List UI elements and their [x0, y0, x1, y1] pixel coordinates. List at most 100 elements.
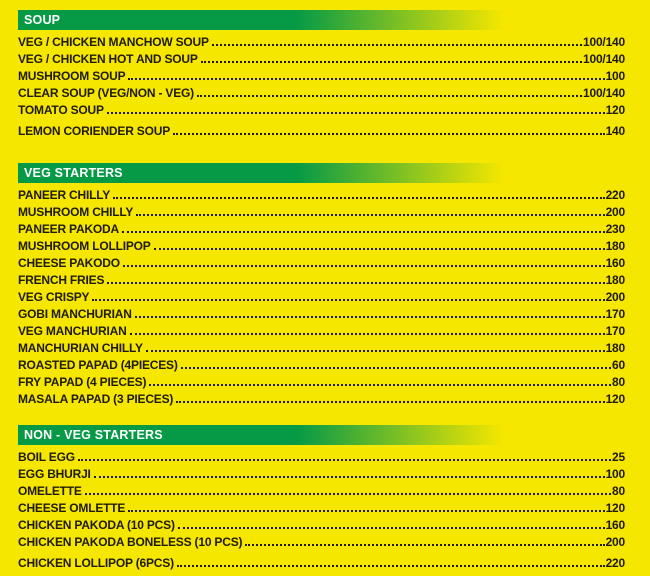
menu-item-row: CHICKEN PAKODA (10 PCS) 160: [18, 516, 625, 533]
menu-item-name: PANEER PAKODA: [18, 222, 119, 236]
menu-item-name: VEG MANCHURIAN: [18, 324, 127, 338]
menu-item-row: FRY PAPAD (4 PIECES) 80: [18, 373, 625, 390]
dot-leader: [122, 265, 605, 267]
menu-item-row: OMELETTE 80: [18, 482, 625, 499]
menu-item-row: CHEESE OMLETTE 120: [18, 499, 625, 516]
menu-item-name: MANCHURIAN CHILLY: [18, 341, 143, 355]
menu-item-row: CHICKEN PAKODA BONELESS (10 PCS) 200: [18, 533, 625, 550]
menu-item-row: GOBI MANCHURIAN 170: [18, 305, 625, 322]
menu-item-price: 180: [605, 341, 626, 355]
menu-section: SOUP VEG / CHICKEN MANCHOW SOUP 100/140 VEG…: [18, 10, 625, 139]
menu-item-name: CLEAR SOUP (VEG/NON - VEG): [18, 86, 194, 100]
dot-leader: [245, 544, 605, 546]
dot-leader: [93, 476, 605, 478]
menu-item-row: CLEAR SOUP (VEG/NON - VEG) 100/140: [18, 84, 625, 101]
menu-item-price: 120: [605, 103, 626, 117]
dot-leader: [149, 384, 612, 386]
menu-item-price: 160: [605, 256, 626, 270]
menu-item-name: FRY PAPAD (4 PIECES): [18, 375, 147, 389]
menu-item-name: EGG BHURJI: [18, 467, 91, 481]
menu-item-price: 80: [612, 484, 625, 498]
menu-item-price: 200: [605, 290, 626, 304]
dot-leader: [196, 95, 583, 97]
menu-item-name: CHEESE OMLETTE: [18, 501, 126, 515]
dot-leader: [113, 197, 605, 199]
menu-item-name: MUSHROOM SOUP: [18, 69, 126, 83]
dot-leader: [128, 78, 605, 80]
dot-leader: [106, 112, 605, 114]
menu-item-row: EGG BHURJI 100: [18, 465, 625, 482]
dot-leader: [77, 459, 612, 461]
menu-item-price: 220: [605, 188, 626, 202]
dot-leader: [128, 510, 605, 512]
menu-item-name: CHICKEN PAKODA BONELESS (10 PCS): [18, 535, 243, 549]
menu-item-price: 120: [605, 392, 626, 406]
menu-card: SOUP VEG / CHICKEN MANCHOW SOUP 100/140 VEG…: [18, 10, 625, 571]
menu-item-row: MUSHROOM SOUP 100: [18, 67, 625, 84]
menu-item-row: VEG / CHICKEN MANCHOW SOUP 100/140: [18, 33, 625, 50]
dot-leader: [107, 282, 605, 284]
dot-leader: [134, 316, 605, 318]
menu-item-price: 100/140: [583, 52, 625, 66]
menu-item-row: LEMON CORIENDER SOUP 140: [18, 122, 625, 139]
menu-item-price: 120: [605, 501, 626, 515]
menu-item-row: VEG MANCHURIAN 170: [18, 322, 625, 339]
section-title: VEG STARTERS: [24, 166, 123, 180]
menu-item-price: 25: [612, 450, 625, 464]
menu-item-name: VEG / CHICKEN HOT AND SOUP: [18, 52, 198, 66]
menu-item-name: LEMON CORIENDER SOUP: [18, 124, 171, 138]
menu-item-name: PANEER CHILLY: [18, 188, 111, 202]
menu-item-name: CHICKEN LOLLIPOP (6PCS): [18, 556, 174, 570]
menu-item-row: MUSHROOM CHILLY 200: [18, 203, 625, 220]
menu-item-row: FRENCH FRIES 180: [18, 271, 625, 288]
menu-item-price: 100/140: [583, 86, 625, 100]
menu-item-name: MUSHROOM LOLLIPOP: [18, 239, 151, 253]
menu-item-row: CHICKEN LOLLIPOP (6PCS) 220: [18, 554, 625, 571]
menu-item-name: ROASTED PAPAD (4PIECES): [18, 358, 178, 372]
menu-item-row: TOMATO SOUP 120: [18, 101, 625, 118]
menu-item-price: 160: [605, 518, 626, 532]
menu-item-name: FRENCH FRIES: [18, 273, 105, 287]
menu-item-row: PANEER PAKODA 230: [18, 220, 625, 237]
menu-item-name: VEG CRISPY: [18, 290, 90, 304]
menu-item-name: CHEESE PAKODO: [18, 256, 120, 270]
menu-item-price: 220: [605, 556, 626, 570]
dot-leader: [177, 527, 605, 529]
dot-leader: [173, 133, 605, 135]
menu-item-row: ROASTED PAPAD (4PIECES) 60: [18, 356, 625, 373]
menu-item-row: PANEER CHILLY 220: [18, 186, 625, 203]
section-header: NON - VEG STARTERS: [18, 425, 625, 445]
dot-leader: [84, 493, 612, 495]
menu-item-price: 80: [612, 375, 625, 389]
menu-item-row: MANCHURIAN CHILLY 180: [18, 339, 625, 356]
dot-leader: [129, 333, 605, 335]
dot-leader: [200, 61, 583, 63]
menu-item-name: TOMATO SOUP: [18, 103, 104, 117]
menu-section: NON - VEG STARTERS BOIL EGG 25 EGG BHURJI 10…: [18, 425, 625, 571]
menu-item-name: CHICKEN PAKODA (10 PCS): [18, 518, 175, 532]
dot-leader: [176, 401, 605, 403]
menu-item-row: BOIL EGG 25: [18, 448, 625, 465]
dot-leader: [121, 231, 605, 233]
menu-item-price: 100: [605, 69, 626, 83]
dot-leader: [211, 44, 583, 46]
menu-item-price: 60: [612, 358, 625, 372]
menu-item-name: OMELETTE: [18, 484, 82, 498]
dot-leader: [145, 350, 605, 352]
menu-item-price: 180: [605, 273, 626, 287]
menu-item-name: VEG / CHICKEN MANCHOW SOUP: [18, 35, 209, 49]
menu-item-row: VEG / CHICKEN HOT AND SOUP 100/140: [18, 50, 625, 67]
menu-item-price: 180: [605, 239, 626, 253]
dot-leader: [92, 299, 605, 301]
dot-leader: [136, 214, 605, 216]
menu-item-name: MUSHROOM CHILLY: [18, 205, 134, 219]
menu-item-price: 140: [605, 124, 626, 138]
menu-item-price: 200: [605, 535, 626, 549]
menu-item-row: CHEESE PAKODO 160: [18, 254, 625, 271]
menu-item-name: BOIL EGG: [18, 450, 75, 464]
menu-item-price: 100: [605, 467, 626, 481]
menu-item-row: MASALA PAPAD (3 PIECES) 120: [18, 390, 625, 407]
section-header: VEG STARTERS: [18, 163, 625, 183]
menu-item-price: 230: [605, 222, 626, 236]
menu-item-price: 170: [605, 324, 626, 338]
